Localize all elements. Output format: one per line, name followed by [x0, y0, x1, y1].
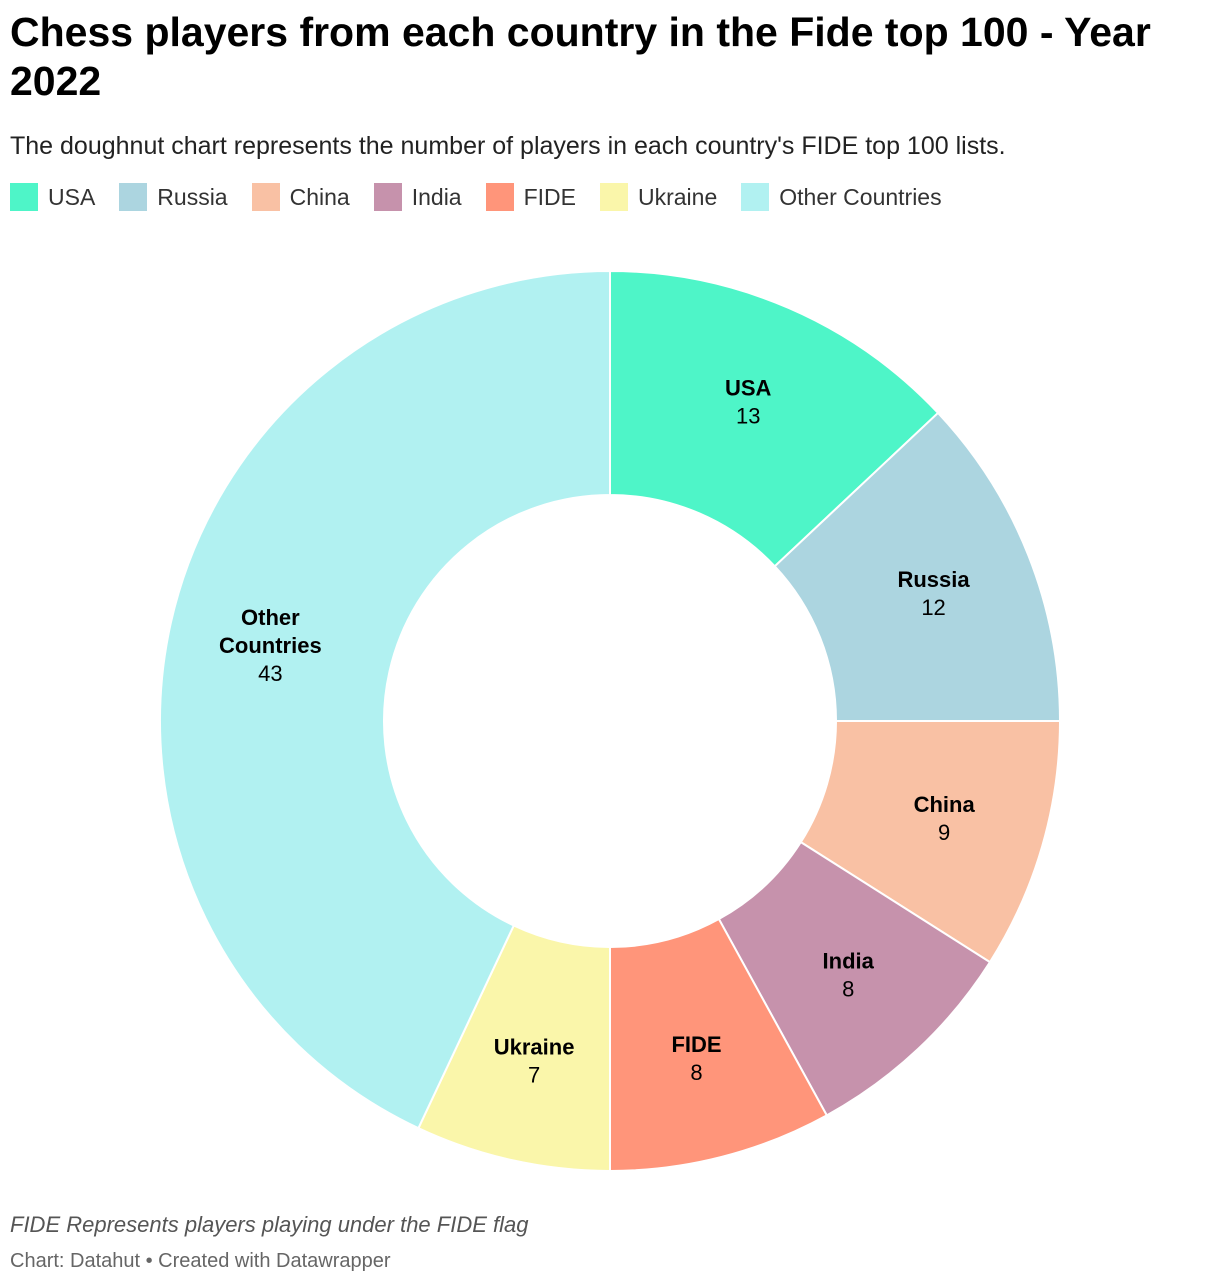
slice-value-india: 8: [842, 977, 854, 1002]
legend-swatch-china: [251, 183, 280, 211]
legend-swatch-other-countries: [741, 183, 770, 211]
legend-swatch-ukraine: [599, 183, 628, 211]
slice-value-china: 9: [938, 820, 950, 845]
legend-label-russia: Russia: [157, 184, 228, 210]
legend-swatch-india: [373, 183, 402, 211]
chart-source: Chart: Datahut • Created with Datawrappe…: [10, 1250, 391, 1272]
legend-label-fide: FIDE: [523, 184, 576, 210]
slice-value-usa: 13: [736, 404, 760, 429]
slice-label-other-countries: Other: [241, 605, 300, 630]
slice-value-other-countries: 43: [258, 661, 282, 686]
slice-value-russia: 12: [921, 595, 945, 620]
legend-label-usa: USA: [48, 184, 96, 210]
legend-swatch-fide: [485, 183, 514, 211]
legend-swatch-russia: [119, 183, 148, 211]
legend-label-other-countries: Other Countries: [779, 184, 942, 210]
chart-title: Chess players from each country in the F…: [10, 9, 1151, 104]
chart-note: FIDE Represents players playing under th…: [10, 1212, 529, 1237]
slice-label-ukraine: Ukraine: [494, 1035, 575, 1060]
legend-label-india: India: [411, 184, 462, 210]
slice-value-ukraine: 7: [528, 1063, 540, 1088]
legend-item-ukraine: Ukraine: [599, 182, 718, 212]
slice-label-china: China: [914, 792, 976, 817]
slice-label-fide: FIDE: [671, 1032, 721, 1057]
slice-usa: [609, 269, 940, 568]
legend-item-fide: FIDE: [485, 182, 576, 212]
legend-swatch-usa: [10, 183, 38, 211]
legend-item-other-countries: Other Countries: [741, 182, 942, 212]
legend-label-china: China: [289, 184, 350, 210]
slice-russia: [773, 411, 1062, 722]
legend-item-russia: Russia: [119, 182, 228, 212]
slice-label-india: India: [823, 949, 875, 974]
slice-label-russia: Russia: [897, 567, 970, 592]
slice-label-other-countries: Countries: [219, 633, 322, 658]
slice-other-countries: [159, 269, 611, 1130]
legend-item-china: China: [251, 182, 350, 212]
slice-label-usa: USA: [725, 376, 772, 401]
legend-label-ukraine: Ukraine: [637, 184, 718, 210]
doughnut-chart: USA 13 Russia 12 China 9 India 8 FIDE 8 Ukraine 7 Ot…: [159, 269, 1062, 1173]
chart-subtitle: The doughnut chart represents the number…: [10, 132, 1006, 160]
chart-legend: USA Russia China India FIDE Ukraine Other Coun…: [10, 182, 966, 212]
legend-item-usa: USA: [10, 182, 95, 212]
legend-item-india: India: [373, 182, 462, 212]
slice-value-fide: 8: [690, 1060, 702, 1085]
